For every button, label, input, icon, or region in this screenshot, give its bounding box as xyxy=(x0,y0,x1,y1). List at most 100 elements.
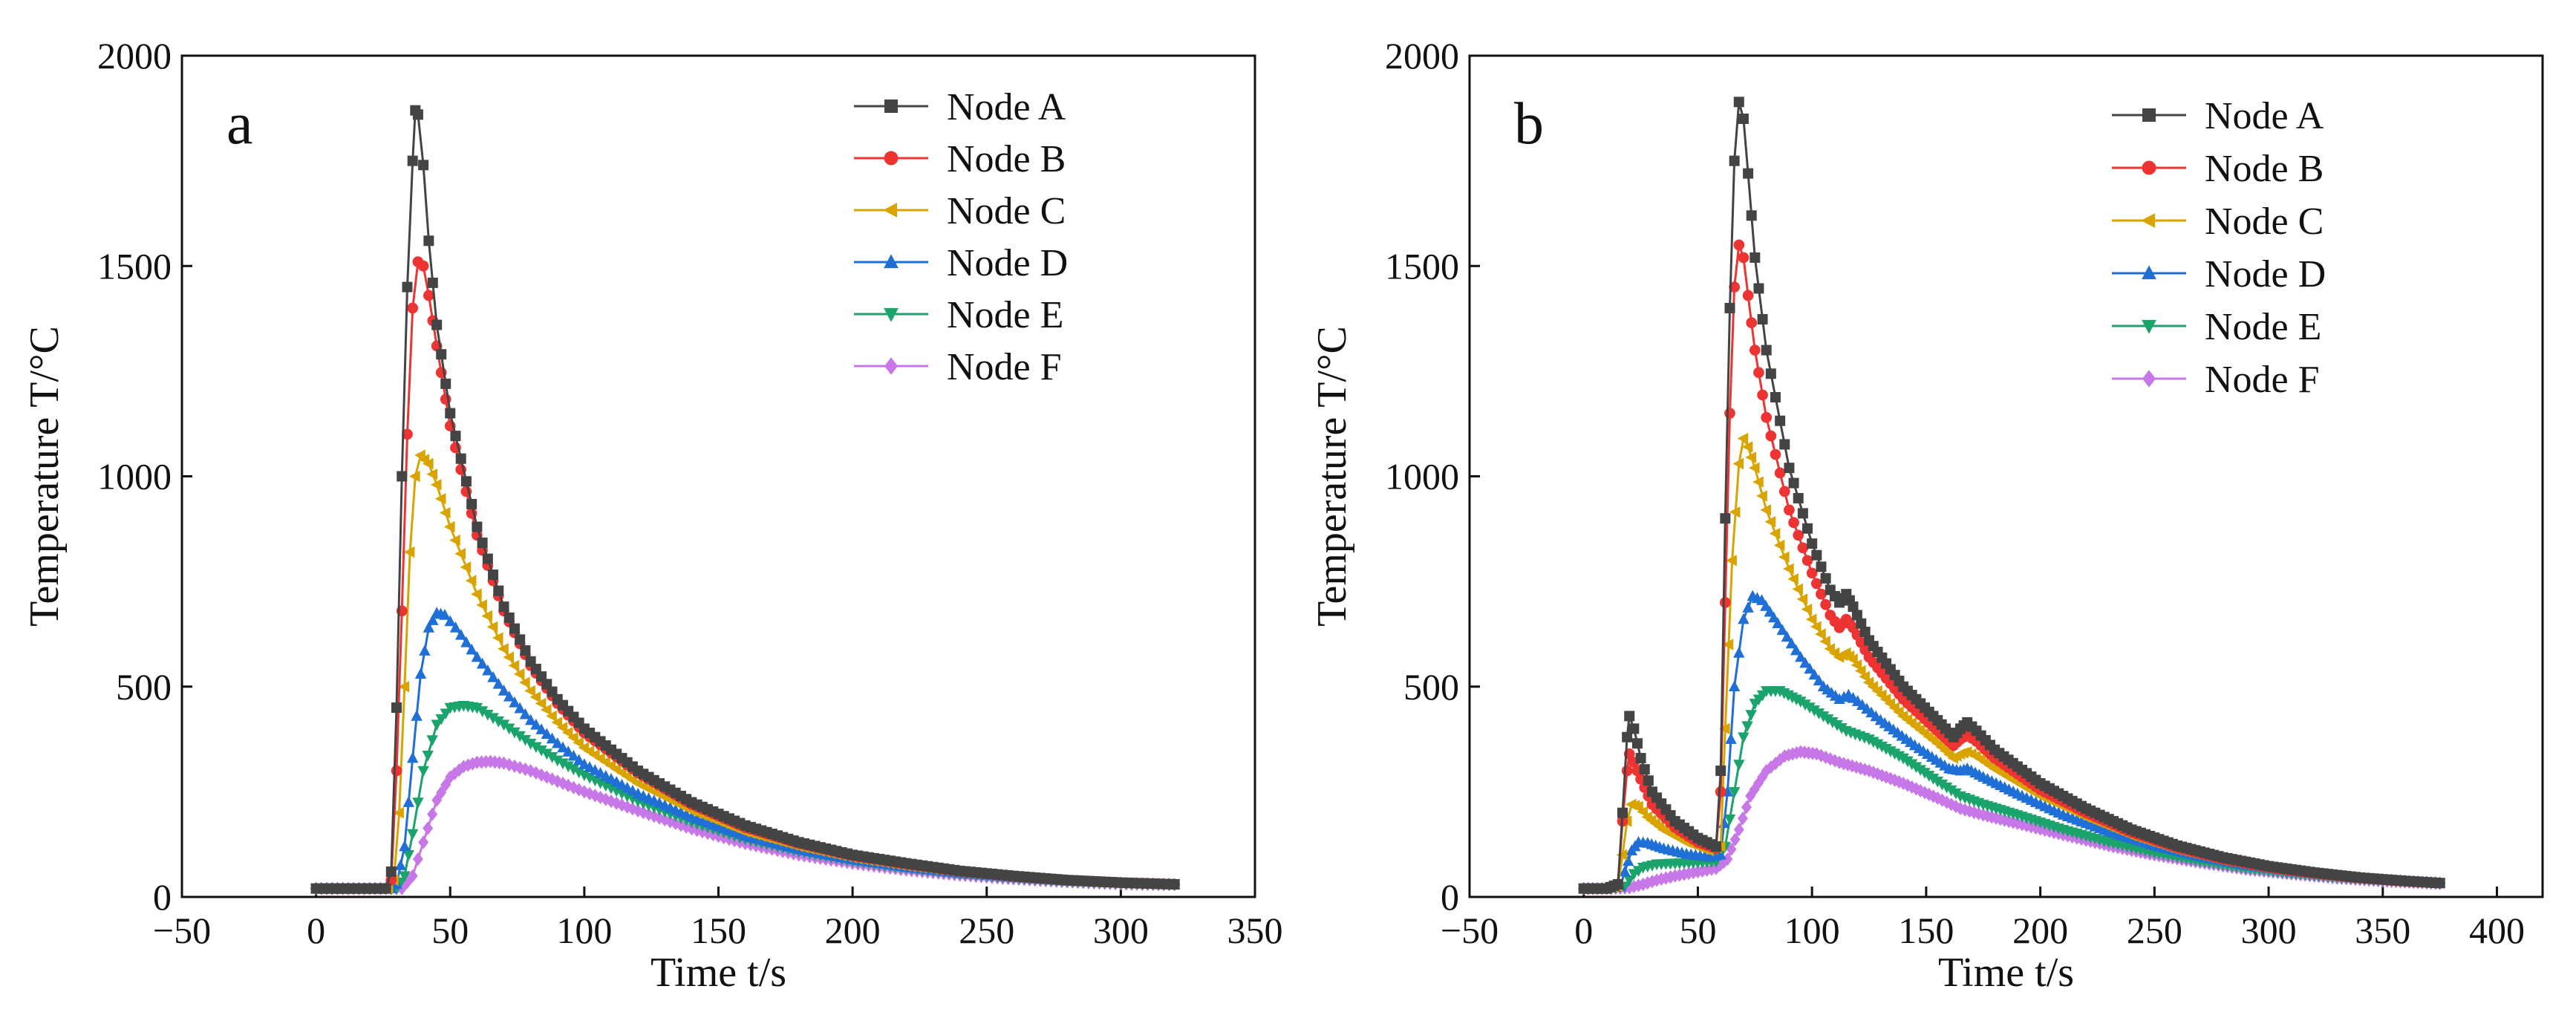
data-point xyxy=(1738,252,1750,264)
data-point xyxy=(535,745,547,757)
data-point xyxy=(509,727,521,739)
data-point xyxy=(1719,597,1731,608)
data-point xyxy=(1617,807,1628,818)
x-tick-label: 250 xyxy=(2127,910,2182,951)
data-point xyxy=(1642,876,1653,890)
legend-item: Node E xyxy=(2112,306,2321,348)
data-point xyxy=(1811,549,1822,561)
data-point xyxy=(1622,731,1633,743)
data-point xyxy=(561,726,573,739)
data-point xyxy=(391,765,402,777)
data-point xyxy=(1774,467,1786,479)
data-point xyxy=(445,408,456,419)
data-point xyxy=(552,737,564,748)
data-point xyxy=(1829,754,1840,768)
data-point xyxy=(1801,603,1813,616)
legend-item: Node C xyxy=(2112,200,2324,243)
data-point xyxy=(1733,760,1745,771)
data-point xyxy=(476,599,487,611)
data-point xyxy=(1637,877,1649,892)
data-point xyxy=(397,471,408,482)
legend-item: Node A xyxy=(2112,95,2324,137)
y-tick-label: 2000 xyxy=(1385,35,1459,76)
y-tick-label: 1000 xyxy=(1385,456,1459,497)
data-point xyxy=(1804,662,1816,674)
legend-marker xyxy=(2142,265,2156,280)
data-point xyxy=(1761,411,1773,423)
legend-marker xyxy=(884,307,899,322)
data-point xyxy=(417,766,429,777)
legend-marker xyxy=(884,99,898,113)
x-tick-label: 300 xyxy=(1093,910,1149,951)
x-tick-label: 150 xyxy=(1898,910,1954,951)
data-point xyxy=(1779,439,1790,450)
data-point xyxy=(1745,789,1756,803)
data-point xyxy=(414,668,427,679)
data-point xyxy=(1940,782,1953,794)
data-point xyxy=(399,840,411,852)
data-point xyxy=(422,457,434,470)
data-point xyxy=(1715,848,1726,860)
data-point xyxy=(426,735,438,746)
data-point xyxy=(1973,806,1984,820)
data-point xyxy=(1964,804,1975,818)
data-point xyxy=(1788,517,1799,529)
data-point xyxy=(1722,639,1734,650)
data-point xyxy=(470,588,482,600)
y-axis-label: Temperature T/°C xyxy=(1309,326,1355,627)
series-node-d xyxy=(1578,590,2446,893)
data-point xyxy=(1757,314,1768,325)
data-point xyxy=(503,612,515,623)
data-point xyxy=(1859,627,1871,638)
data-point xyxy=(513,668,525,680)
data-point xyxy=(407,302,419,314)
x-tick-label: −50 xyxy=(153,910,211,951)
data-point xyxy=(1757,389,1768,401)
data-point xyxy=(1808,668,1820,680)
data-point xyxy=(1787,573,1799,585)
data-point xyxy=(1827,717,1839,728)
data-point xyxy=(471,702,483,714)
data-point xyxy=(380,883,391,894)
data-point xyxy=(1836,722,1848,734)
data-point xyxy=(654,811,665,825)
data-point xyxy=(482,709,494,721)
x-tick-label: 350 xyxy=(2355,910,2410,951)
data-point xyxy=(1819,636,1830,647)
data-point xyxy=(1797,508,1808,519)
data-point xyxy=(1793,492,1804,503)
legend-marker xyxy=(2141,213,2156,228)
data-point xyxy=(449,766,460,780)
legend-item: Node B xyxy=(2112,148,2324,190)
legend-label: Node B xyxy=(947,138,1066,180)
data-point xyxy=(1807,538,1818,549)
data-point xyxy=(412,109,423,120)
data-point xyxy=(454,548,466,560)
data-point xyxy=(567,731,578,743)
legend-label: Node C xyxy=(2205,200,2324,243)
data-point xyxy=(1748,462,1760,474)
data-point xyxy=(546,732,558,744)
data-point xyxy=(402,281,413,293)
data-point xyxy=(1765,430,1777,442)
data-point xyxy=(1742,290,1754,301)
data-point xyxy=(436,349,447,360)
data-point xyxy=(1770,448,1781,460)
data-point xyxy=(1746,210,1757,221)
data-point xyxy=(1729,506,1741,518)
legend-marker xyxy=(884,254,899,269)
data-point xyxy=(1632,800,1643,812)
data-point xyxy=(1813,674,1825,686)
data-point xyxy=(431,319,443,330)
x-tick-label: 100 xyxy=(1784,910,1840,951)
data-point xyxy=(1816,561,1827,572)
data-point xyxy=(1937,793,1948,807)
data-point xyxy=(1733,823,1744,837)
data-point xyxy=(458,760,469,774)
data-point xyxy=(1785,637,1798,649)
data-point xyxy=(1733,239,1745,251)
data-point xyxy=(1742,601,1754,613)
data-point xyxy=(573,783,584,797)
data-point xyxy=(427,807,438,821)
legend-marker xyxy=(884,151,899,166)
